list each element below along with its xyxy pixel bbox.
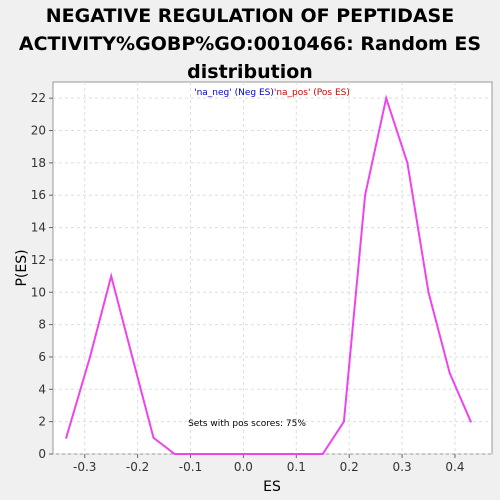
x-tick-label: 0.2 [340,460,359,474]
y-tick-label: 16 [31,188,46,202]
x-tick-label: 0.0 [234,460,253,474]
data-point [279,453,282,455]
data-point [385,97,388,100]
ticks: -0.3 -0.2 -0.1 0.0 0.1 0.2 0.3 0.4 0 2 4 6 8 10 12 14 16… [31,91,465,474]
chart-title-line-3: distribution [187,61,313,83]
data-point [89,355,92,358]
data-point [469,420,472,423]
data-point [448,372,451,375]
x-axis-label: ES [263,479,281,495]
legend-entry-pos: 'na_pos' (Pos ES) [274,88,350,98]
x-tick-label: -0.2 [126,460,149,474]
series-line [65,94,472,455]
data-point [258,453,261,455]
grid [53,82,492,455]
y-tick-label: 18 [31,156,46,170]
data-point [237,453,240,455]
data-point [300,453,303,455]
x-tick-label: 0.1 [287,460,306,474]
data-point [110,275,113,278]
plot-area [52,81,493,455]
x-tick-label: -0.1 [179,460,202,474]
data-point [65,436,68,439]
chart-title: NEGATIVE REGULATION OF PEPTIDASE ACTIVIT… [0,2,500,86]
legend-entry-neg: 'na_neg' (Neg ES) [194,88,274,98]
data-point [427,291,430,294]
y-tick-label: 8 [38,318,46,332]
data-point [364,194,367,197]
x-tick-label: 0.3 [393,460,412,474]
data-point [215,453,218,455]
data-point [321,453,324,455]
y-tick-label: 20 [31,124,46,138]
y-tick-label: 0 [38,447,46,461]
annotation: Sets with pos scores: 75% [188,419,306,429]
y-tick-label: 14 [31,221,46,235]
y-axis-label: P(ES) [14,249,30,286]
x-tick-label: 0.4 [445,460,464,474]
data-point [131,355,134,358]
x-tick-label: -0.3 [73,460,96,474]
y-tick-label: 22 [31,91,46,105]
y-tick-label: 4 [38,382,46,396]
y-tick-label: 12 [31,253,46,267]
series-group [65,94,472,455]
y-tick-label: 10 [31,285,46,299]
y-tick-label: 6 [38,350,46,364]
y-tick-label: 2 [38,415,46,429]
legend: 'na_neg' (Neg ES)'na_pos' (Pos ES) [194,88,350,98]
chart-title-line-2: ACTIVITY%GOBP%GO:0010466: Random ES [18,33,482,55]
chart-title-line-1: NEGATIVE REGULATION OF PEPTIDASE [45,5,455,27]
data-point [173,453,176,455]
data-point [342,420,345,423]
data-point [152,436,155,439]
data-point [406,161,409,164]
data-point [194,453,197,455]
